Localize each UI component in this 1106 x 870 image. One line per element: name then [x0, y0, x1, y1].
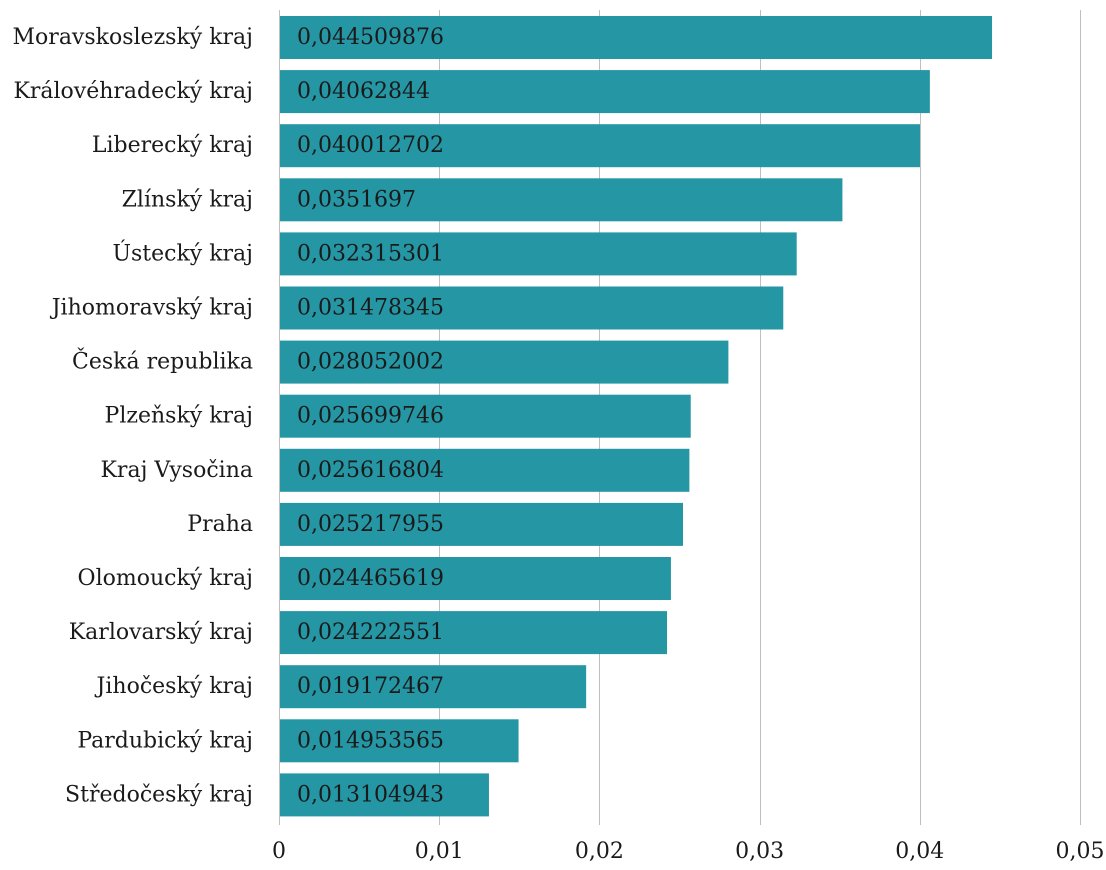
bar	[280, 394, 691, 438]
bar	[280, 665, 587, 709]
category-label: Liberecký kraj	[92, 133, 253, 158]
bar	[280, 502, 683, 546]
data-label: 0,040012702	[297, 133, 444, 158]
bar	[280, 448, 690, 492]
data-label: 0,024465619	[297, 566, 444, 591]
data-label: 0,044509876	[297, 25, 444, 50]
data-label: 0,025699746	[297, 404, 444, 429]
bar	[280, 286, 784, 330]
category-label: Středočeský kraj	[65, 782, 253, 807]
data-labels: 0,044509876 0,04062844 0,040012702 0,035169…	[297, 25, 444, 807]
category-label: Jihočeský kraj	[95, 674, 253, 699]
data-label: 0,014953565	[297, 728, 444, 753]
data-label: 0,04062844	[297, 79, 430, 104]
bar	[280, 557, 671, 600]
data-label: 0,0351697	[297, 187, 416, 212]
x-tick-label: 0,04	[895, 839, 944, 864]
category-labels: Moravskoslezský kraj Královéhradecký kraj…	[13, 25, 253, 807]
x-tick-label: 0,05	[1056, 839, 1105, 864]
data-label: 0,031478345	[297, 296, 444, 321]
data-label: 0,025217955	[297, 512, 444, 537]
category-label: Jihomoravský kraj	[50, 296, 253, 321]
category-label: Moravskoslezský kraj	[13, 25, 253, 50]
data-label: 0,013104943	[297, 782, 444, 807]
category-label: Plzeňský kraj	[105, 404, 253, 429]
data-label: 0,032315301	[297, 241, 444, 266]
x-tick-label: 0,01	[415, 839, 464, 864]
bar	[280, 124, 921, 168]
bar	[280, 70, 930, 114]
data-label: 0,024222551	[297, 620, 444, 645]
data-label: 0,019172467	[297, 674, 444, 699]
x-tick-label: 0	[272, 839, 286, 864]
x-axis-tick-labels: 0 0,01 0,02 0,03 0,04 0,05	[272, 839, 1104, 864]
category-label: Praha	[187, 512, 253, 537]
bar	[280, 773, 489, 817]
category-label: Česká republika	[72, 348, 253, 375]
category-label: Karlovarský kraj	[69, 620, 253, 645]
bar	[280, 719, 519, 763]
x-tick-label: 0,02	[575, 839, 624, 864]
category-label: Kraj Vysočina	[101, 458, 254, 483]
category-label: Pardubický kraj	[77, 728, 253, 753]
data-label: 0,025616804	[297, 458, 444, 483]
bar	[280, 16, 993, 59]
category-label: Královéhradecký kraj	[13, 79, 253, 104]
bar	[280, 340, 729, 384]
category-label: Ústecký kraj	[112, 239, 253, 266]
category-label: Zlínský kraj	[122, 187, 253, 212]
x-tick-label: 0,03	[735, 839, 784, 864]
bar	[280, 232, 797, 276]
bar	[280, 611, 668, 655]
bars	[280, 16, 993, 817]
category-label: Olomoucký kraj	[78, 566, 253, 591]
bar	[280, 178, 843, 222]
data-label: 0,028052002	[297, 350, 444, 375]
